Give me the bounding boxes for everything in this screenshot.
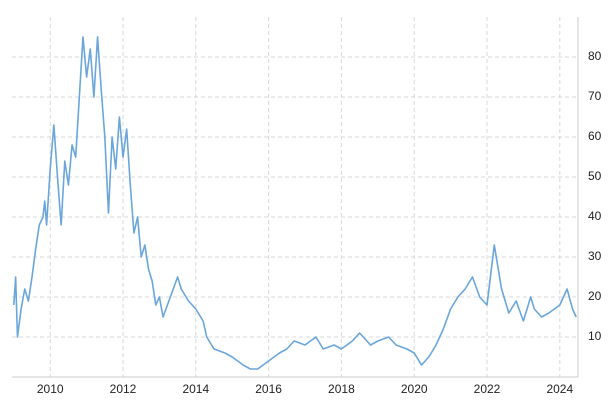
price-line: [13, 36, 577, 370]
y-tick-label: 30: [588, 249, 602, 263]
x-tick-label: 2010: [37, 382, 64, 396]
y-tick-label: 40: [588, 209, 602, 223]
y-tick-label: 70: [588, 89, 602, 103]
y-tick-label: 10: [588, 329, 602, 343]
y-tick-label: 50: [588, 169, 602, 183]
x-tick-label: 2024: [546, 382, 573, 396]
y-tick-label: 80: [588, 49, 602, 63]
x-tick-label: 2020: [401, 382, 428, 396]
y-tick-label: 60: [588, 129, 602, 143]
x-tick-label: 2022: [474, 382, 501, 396]
x-tick-label: 2018: [328, 382, 355, 396]
x-tick-label: 2016: [255, 382, 282, 396]
x-tick-label: 2012: [110, 382, 137, 396]
y-tick-label: 20: [588, 289, 602, 303]
x-tick-label: 2014: [182, 382, 209, 396]
